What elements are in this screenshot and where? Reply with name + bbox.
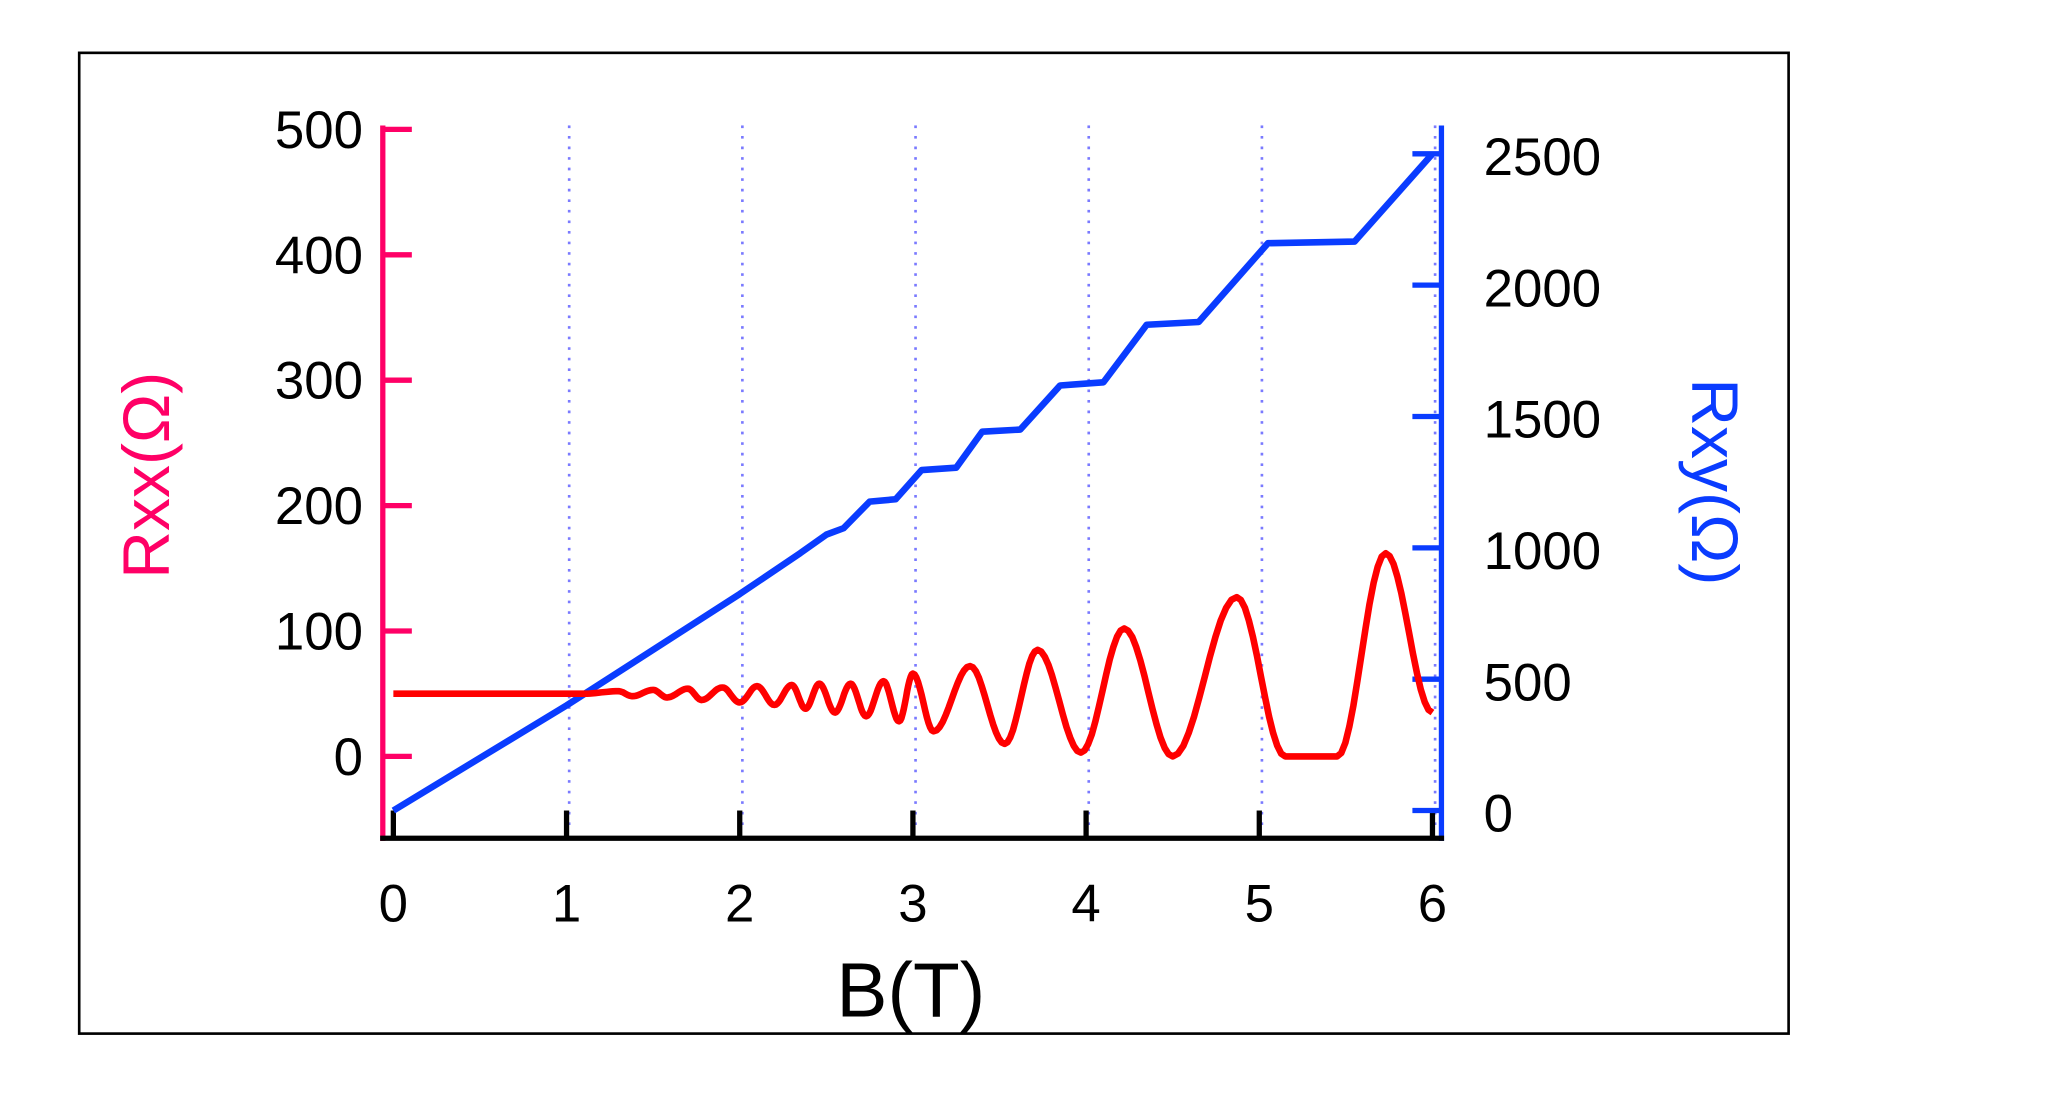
x-tick-label: 3 — [898, 874, 927, 933]
grid-lines — [567, 125, 1437, 832]
right-y-tick-label: 2500 — [1484, 128, 1601, 187]
left-y-tick-label: 200 — [275, 477, 363, 536]
right-axis-title: Rxy(Ω) — [1678, 378, 1752, 585]
x-axis-title: B(T) — [836, 948, 985, 1033]
right-y-tick-label: 1500 — [1484, 391, 1601, 450]
x-tick-label: 1 — [552, 874, 581, 933]
right-y-tick-label: 500 — [1484, 653, 1572, 712]
right-y-tick-label: 0 — [1484, 785, 1513, 844]
left-y-tick-label: 300 — [275, 352, 363, 411]
x-tick-label: 0 — [379, 874, 408, 933]
right-y-tick-label: 2000 — [1484, 259, 1601, 318]
left-y-tick-label: 100 — [275, 602, 363, 661]
chart-frame — [77, 51, 1790, 1035]
axis-ticks — [382, 126, 1442, 839]
rxy-series-line — [391, 151, 1435, 814]
tick-labels: 0 1 2 3 4 5 6010020030040050005001000150020002… — [275, 101, 1601, 934]
left-axis-title: Rxx(Ω) — [109, 372, 183, 579]
left-y-tick-label: 500 — [275, 101, 363, 160]
x-tick-label: 5 — [1245, 874, 1274, 933]
left-y-tick-label: 400 — [275, 226, 363, 285]
x-tick-label: 6 — [1418, 874, 1447, 933]
x-tick-label: 2 — [725, 874, 754, 933]
x-tick-label: 4 — [1071, 874, 1100, 933]
rxx-series-line — [393, 549, 1435, 760]
left-y-tick-label: 0 — [334, 728, 363, 787]
right-y-tick-label: 1000 — [1484, 522, 1601, 581]
